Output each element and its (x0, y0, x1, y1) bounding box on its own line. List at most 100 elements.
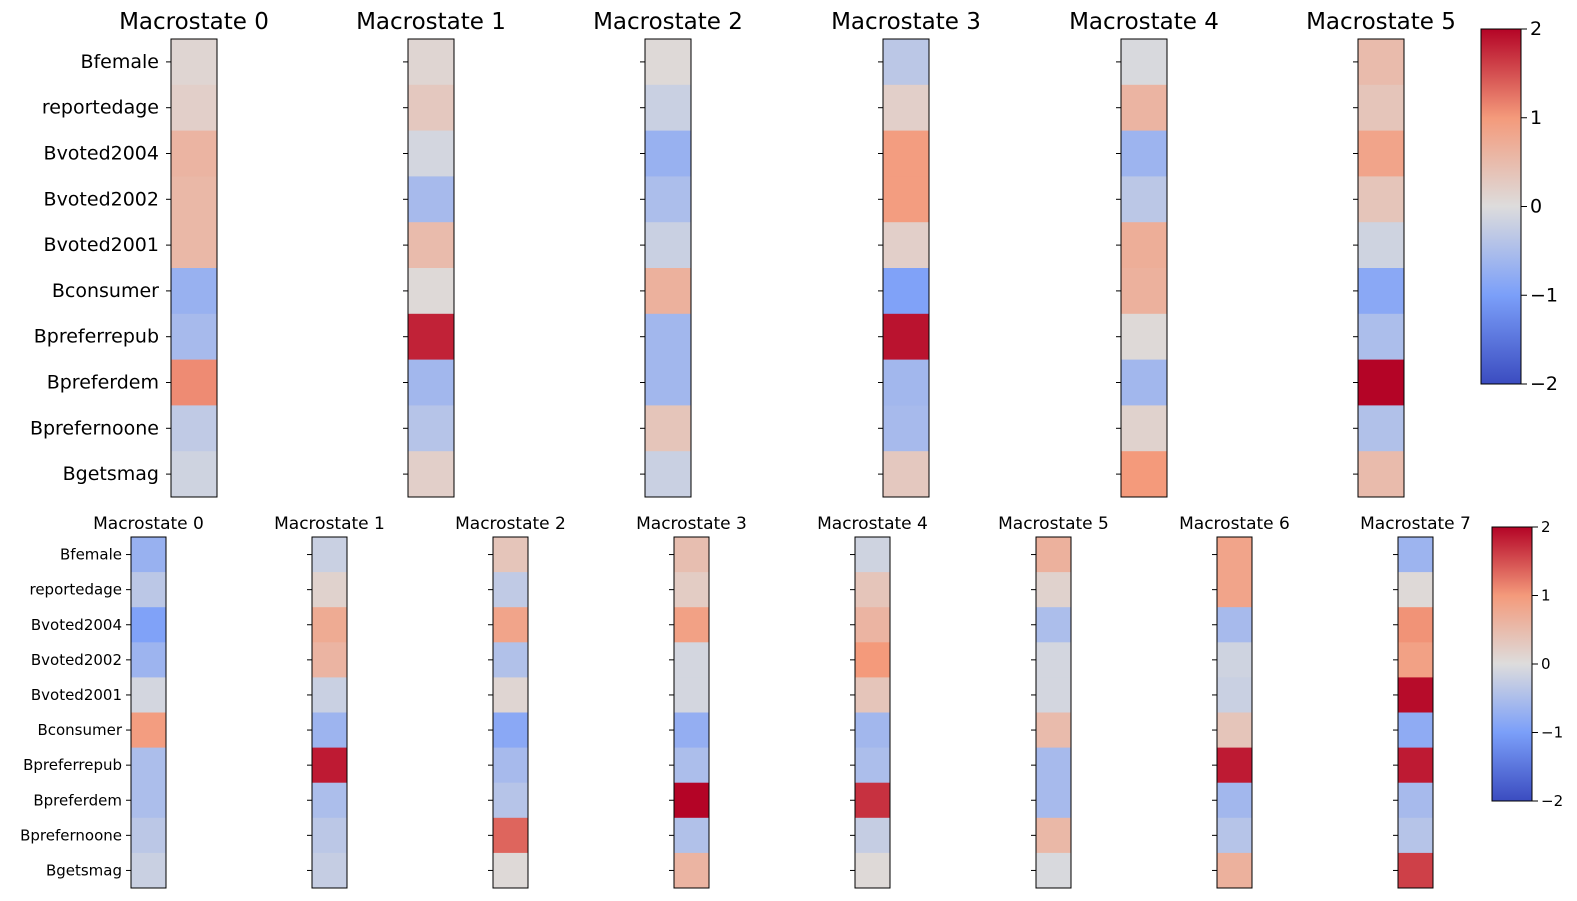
heatmap-cell (408, 130, 454, 177)
heatmap-cell (171, 405, 217, 452)
heatmap-cell (312, 712, 347, 749)
heatmap-cell (1036, 852, 1071, 889)
heatmap-panel: Macrostate 2 (593, 9, 743, 498)
heatmap-panel: Macrostate 1 (274, 514, 385, 889)
panel-title: Macrostate 3 (636, 514, 747, 534)
heatmap-cell (855, 607, 890, 643)
heatmap-cell (674, 677, 709, 713)
heatmap-cell (645, 39, 691, 86)
panel-title: Macrostate 0 (93, 514, 204, 534)
panel-frame (1216, 536, 1253, 889)
heatmap-cell (131, 572, 166, 608)
heatmap-cell (131, 642, 166, 678)
heatmap-cell (1217, 607, 1252, 643)
heatmap-cell (131, 747, 166, 784)
heatmap-cell (1217, 677, 1252, 713)
colorbar-tick-label: −2 (1530, 373, 1558, 395)
heatmap-cell (1036, 607, 1071, 643)
heatmap-cell (408, 451, 454, 498)
panel-frame (882, 38, 930, 498)
heatmap-cell (1217, 712, 1252, 749)
y-tick-label: Bvoted2001 (44, 234, 159, 256)
heatmap-cell (493, 782, 528, 819)
colorbar-tick-label: −1 (1541, 724, 1563, 742)
colorbar-tick-label: 2 (1541, 518, 1551, 536)
y-tick-label: Bpreferdem (47, 372, 159, 394)
heatmap-cell (1036, 817, 1071, 854)
heatmap-cell (171, 176, 217, 223)
heatmap-cell (645, 313, 691, 361)
heatmap-cell (883, 222, 929, 269)
panel-frame (130, 536, 167, 889)
heatmap-cell (645, 451, 691, 498)
heatmap-cell (674, 747, 709, 784)
heatmap-cell (171, 130, 217, 177)
heatmap-cell (131, 677, 166, 713)
heatmap-cell (493, 712, 528, 749)
heatmap-cell (493, 817, 528, 854)
heatmap-cell (674, 817, 709, 854)
heatmap-cell (883, 405, 929, 452)
heatmap-cell (171, 451, 217, 498)
heatmap-cell (1036, 642, 1071, 678)
heatmap-cell (312, 537, 347, 573)
heatmap-cell (1398, 747, 1433, 784)
panel-frame (644, 38, 692, 498)
heatmap-cell (312, 747, 347, 784)
panel-frame (1035, 536, 1072, 889)
heatmap-cell (1036, 747, 1071, 784)
heatmap-cell (1121, 176, 1167, 223)
heatmap-cell (1036, 782, 1071, 819)
heatmap-panel: Macrostate 2 (455, 514, 566, 889)
heatmap-cell (855, 677, 890, 713)
heatmap-cell (1398, 782, 1433, 819)
heatmap-cell (1358, 39, 1404, 86)
heatmap-cell (1121, 313, 1167, 361)
panel-frame (1357, 38, 1405, 498)
heatmap-cell (408, 405, 454, 452)
heatmap-cell (1121, 359, 1167, 406)
panel-frame (673, 536, 710, 889)
heatmap-cell (493, 607, 528, 643)
heatmap-cell (408, 176, 454, 223)
heatmap-cell (1398, 572, 1433, 608)
heatmap-cell (1217, 817, 1252, 854)
heatmap-panel: Macrostate 7 (1360, 514, 1471, 889)
y-tick-label: Bprefernoone (30, 417, 159, 439)
heatmap-cell (645, 176, 691, 223)
y-tick-label: Bvoted2004 (31, 616, 122, 634)
heatmap-cell (855, 817, 890, 854)
heatmap-cell (131, 782, 166, 819)
heatmap-cell (408, 84, 454, 132)
panel-title: Macrostate 7 (1360, 514, 1471, 534)
heatmap-cell (1121, 39, 1167, 86)
heatmap-cell (645, 268, 691, 315)
heatmap-cell (1121, 130, 1167, 177)
y-tick-label: Bfemale (80, 51, 159, 73)
panel-frame (311, 536, 348, 889)
colorbar-gradient (1480, 28, 1522, 385)
panel-title: Macrostate 1 (356, 9, 506, 35)
heatmap-cell (1036, 712, 1071, 749)
heatmap-cell (493, 677, 528, 713)
heatmap-cell (131, 817, 166, 854)
heatmap-cell (645, 222, 691, 269)
heatmap-cell (493, 852, 528, 889)
heatmap-cell (171, 359, 217, 406)
panel-title: Macrostate 0 (119, 9, 269, 35)
heatmap-cell (1398, 852, 1433, 889)
heatmap-cell (1358, 222, 1404, 269)
heatmap-cell (883, 451, 929, 498)
heatmap-cell (883, 268, 929, 315)
heatmap-cell (312, 572, 347, 608)
colorbar-gradient (1491, 526, 1533, 802)
heatmap-cell (1217, 642, 1252, 678)
heatmap-cell (171, 313, 217, 361)
y-tick-label: Bprefernoone (20, 826, 122, 844)
top-heatmap-grid: Macrostate 0 Bfemale reportedage Bvoted2004… (30, 9, 1558, 498)
heatmap-cell (1358, 176, 1404, 223)
heatmap-cell (1358, 359, 1404, 406)
bottom-heatmap-grid: Macrostate 0 Bfemale reportedage Bvoted2004… (20, 514, 1563, 889)
heatmap-panel: Macrostate 1 (356, 9, 506, 498)
heatmap-cell (883, 39, 929, 86)
